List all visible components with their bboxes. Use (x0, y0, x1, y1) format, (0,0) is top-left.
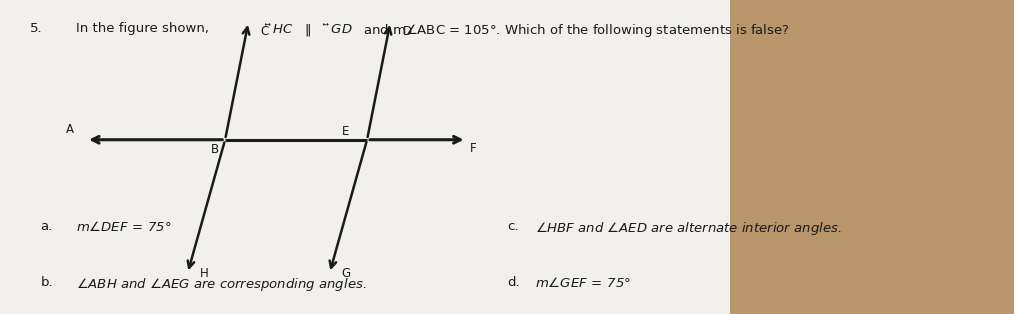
Text: F: F (470, 142, 477, 154)
Text: E: E (342, 125, 349, 138)
Text: b.: b. (41, 276, 53, 289)
Text: $\overleftrightarrow{GD}$: $\overleftrightarrow{GD}$ (322, 22, 353, 36)
Text: In the figure shown,: In the figure shown, (76, 22, 213, 35)
Text: 5.: 5. (30, 22, 43, 35)
Text: A: A (66, 123, 74, 136)
Text: c.: c. (507, 220, 518, 233)
Text: G: G (342, 267, 351, 280)
Text: $\angle$ABH and $\angle$AEG are corresponding angles.: $\angle$ABH and $\angle$AEG are correspo… (76, 276, 367, 293)
Text: m$\angle$DEF$\,=\,$75°: m$\angle$DEF$\,=\,$75° (76, 220, 171, 234)
Text: m$\angle$GEF$\,=\,$75°: m$\angle$GEF$\,=\,$75° (535, 276, 632, 290)
Text: B: B (211, 143, 219, 156)
Text: C: C (261, 25, 269, 38)
Text: $\angle$HBF and $\angle$AED are alternate interior angles.: $\angle$HBF and $\angle$AED are alternat… (535, 220, 842, 237)
Text: $\overleftrightarrow{HC}$: $\overleftrightarrow{HC}$ (264, 22, 294, 36)
Text: a.: a. (41, 220, 53, 233)
Text: and m$\angle$ABC = 105°. Which of the following statements is false?: and m$\angle$ABC = 105°. Which of the fo… (363, 22, 790, 39)
Text: $\|$: $\|$ (304, 22, 311, 38)
Text: H: H (200, 267, 209, 280)
FancyBboxPatch shape (0, 0, 730, 314)
Text: d.: d. (507, 276, 519, 289)
Text: D: D (403, 25, 412, 38)
